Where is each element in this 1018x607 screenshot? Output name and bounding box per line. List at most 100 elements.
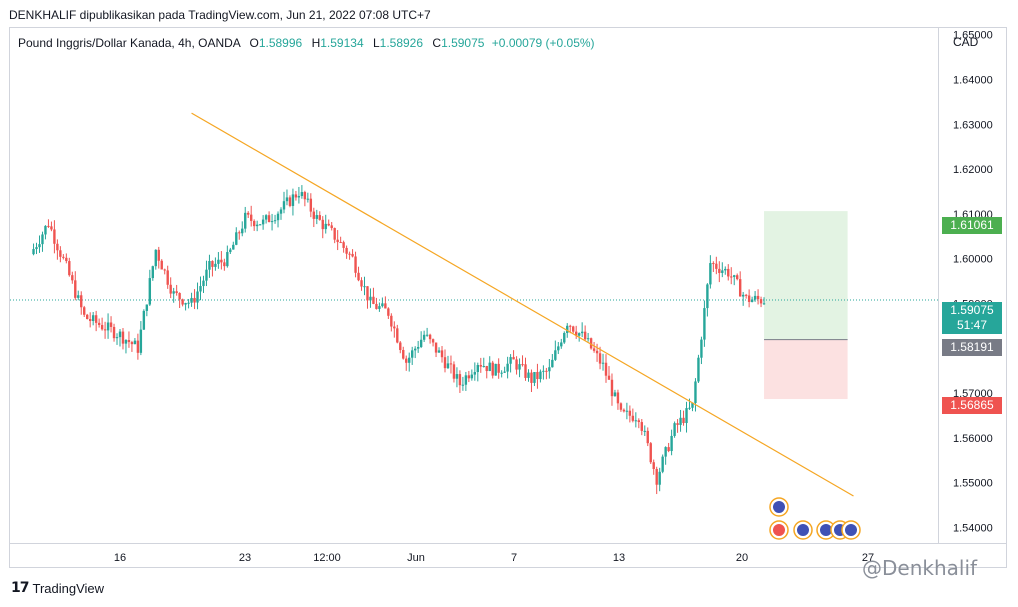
candle-down <box>592 348 596 351</box>
candle-down <box>321 219 324 230</box>
candle-up <box>241 228 244 234</box>
candle-down <box>175 291 178 294</box>
candle-up <box>142 310 146 330</box>
candle-down <box>521 364 524 366</box>
candle-up <box>753 295 757 300</box>
candle-down <box>712 263 715 265</box>
candle-down <box>160 260 163 270</box>
candle-down <box>619 403 623 410</box>
candle-down <box>458 374 462 386</box>
candle-down <box>616 392 620 404</box>
candle-down <box>747 295 751 302</box>
candle-up <box>643 430 646 432</box>
candle-down <box>47 225 50 227</box>
candle-up <box>563 332 566 343</box>
candle-down <box>637 420 641 423</box>
candle-up <box>32 249 35 255</box>
symbol-description: Pound Inggris/Dollar Kanada, 4h, OANDA <box>18 36 241 50</box>
candle-down <box>640 422 643 431</box>
candle-down <box>479 365 482 367</box>
candle-up <box>315 215 318 219</box>
candle-up <box>679 417 682 425</box>
candle-down <box>336 239 339 243</box>
candle-down <box>574 331 578 336</box>
candle-up <box>658 471 661 485</box>
candle-up <box>539 371 542 380</box>
candle-up <box>413 348 417 351</box>
candle-down <box>109 322 113 327</box>
candle-down <box>351 253 354 257</box>
candle-down <box>65 257 68 262</box>
y-tick-label: 1.56000 <box>953 433 993 445</box>
candle-up <box>494 363 497 376</box>
candle-up <box>419 339 423 348</box>
candle-up <box>697 357 700 382</box>
stop-zone <box>764 339 848 400</box>
candle-up <box>190 297 193 303</box>
candle-down <box>53 229 56 244</box>
y-tick-label: 1.55000 <box>953 478 993 490</box>
target-price-badge: 1.61061 <box>942 217 1002 234</box>
candle-up <box>145 304 149 311</box>
high-label: H <box>311 36 321 50</box>
candle-up <box>694 381 697 403</box>
candle-up <box>285 197 289 202</box>
candle-up <box>473 372 477 375</box>
candle-up <box>300 192 304 197</box>
candle-down <box>738 279 742 297</box>
candle-down <box>667 447 670 452</box>
time-axis[interactable] <box>9 544 1007 568</box>
candle-up <box>118 331 122 338</box>
candle-up <box>461 384 465 386</box>
candle-up <box>270 221 274 223</box>
change-value: +0.00079 (+0.05%) <box>491 36 595 50</box>
candle-down <box>402 349 405 359</box>
candle-up <box>482 366 485 368</box>
candle-down <box>97 322 101 325</box>
last-price-badge: 1.59075 51:47 <box>942 302 1002 334</box>
candle-up <box>586 338 590 340</box>
candle-up <box>148 278 152 305</box>
candle-up <box>297 196 301 198</box>
candle-down <box>524 364 527 378</box>
candle-up <box>634 420 638 422</box>
candle-up <box>306 198 310 200</box>
candle-up <box>199 286 202 292</box>
candle-down <box>387 308 390 316</box>
candle-down <box>94 315 98 323</box>
tradingview-brand[interactable]: 17 TradingView <box>11 580 104 596</box>
candle-down <box>318 215 321 220</box>
chart-pane[interactable] <box>9 27 939 544</box>
price-axis[interactable] <box>939 27 1007 544</box>
close-label: C <box>432 36 442 50</box>
candle-up <box>542 370 545 372</box>
open-label: O <box>249 36 259 50</box>
event-flag-fill <box>820 524 832 536</box>
y-tick-label: 1.62000 <box>953 164 993 176</box>
candle-down <box>56 243 59 251</box>
candle-up <box>527 372 530 378</box>
candle-up <box>124 340 128 344</box>
candle-up <box>115 337 119 339</box>
candle-down <box>682 417 685 424</box>
candle-down <box>652 462 655 469</box>
open-value: 1.58996 <box>258 36 303 50</box>
candle-down <box>384 303 387 309</box>
candle-up <box>670 435 673 452</box>
candle-up <box>577 333 581 336</box>
candle-up <box>202 280 205 287</box>
x-tick-label: 20 <box>736 552 748 564</box>
publish-credit: DENKHALIF dipublikasikan pada TradingVie… <box>9 8 431 22</box>
bar-countdown: 51:47 <box>956 318 988 332</box>
candle-down <box>360 280 363 287</box>
candle-down <box>103 329 107 331</box>
candle-down <box>655 468 658 485</box>
candle-up <box>709 263 712 285</box>
candle-down <box>74 280 77 298</box>
candle-up <box>533 372 536 383</box>
candle-down <box>112 326 116 339</box>
candle-down <box>327 223 330 226</box>
candle-down <box>536 372 539 380</box>
candle-down <box>372 296 375 304</box>
candle-up <box>381 303 384 307</box>
